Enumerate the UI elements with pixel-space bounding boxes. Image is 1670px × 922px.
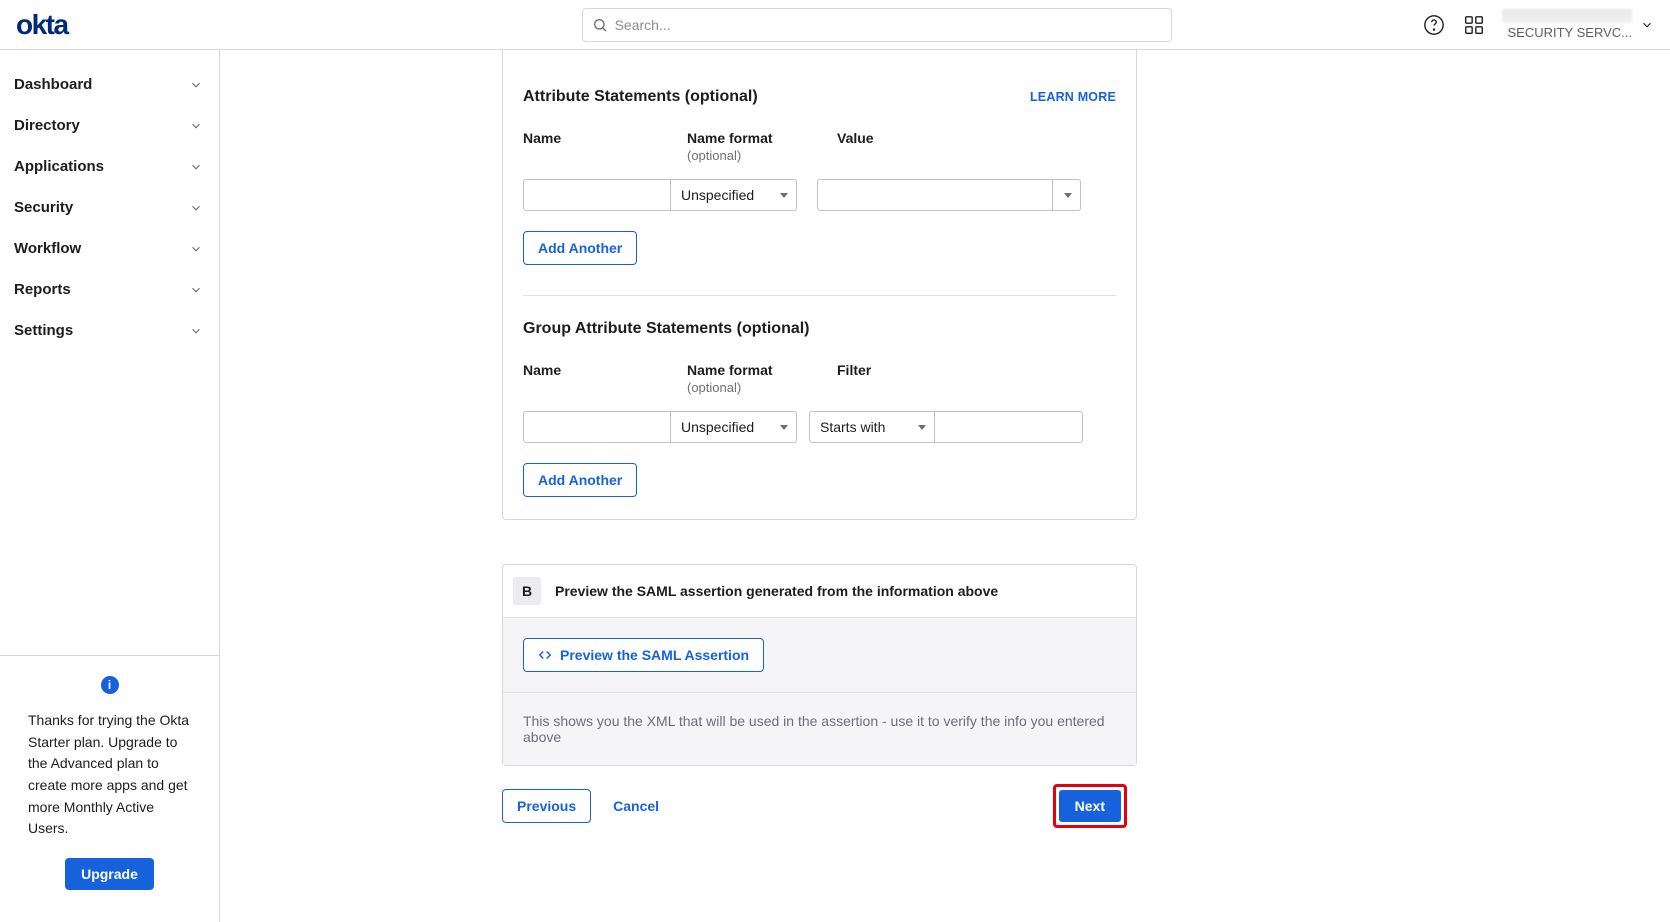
nav-dashboard[interactable]: Dashboard [0, 64, 219, 105]
next-button[interactable]: Next [1059, 790, 1121, 822]
nav-reports[interactable]: Reports [0, 269, 219, 310]
upgrade-panel: i Thanks for trying the Okta Starter pla… [0, 655, 219, 922]
nav-security[interactable]: Security [0, 187, 219, 228]
upgrade-button[interactable]: Upgrade [65, 858, 154, 890]
chevron-down-icon [1640, 18, 1654, 32]
attr-value-input[interactable] [817, 179, 1053, 211]
search-icon [592, 17, 608, 33]
attr-name-label: Name [523, 130, 667, 146]
saml-settings-panel: Attribute Statements (optional) LEARN MO… [502, 50, 1137, 520]
preview-saml-button[interactable]: Preview the SAML Assertion [523, 638, 764, 672]
cancel-link[interactable]: Cancel [613, 798, 659, 814]
attr-format-select[interactable]: Unspecified [671, 179, 797, 211]
nav-settings[interactable]: Settings [0, 310, 219, 351]
attr-format-sub: (optional) [687, 148, 817, 163]
sidebar: Dashboard Directory Applications Securit… [0, 50, 220, 922]
attr-format-label: Name format [687, 130, 817, 146]
nav-applications[interactable]: Applications [0, 146, 219, 187]
next-highlight: Next [1053, 784, 1127, 828]
group-format-label: Name format [687, 362, 817, 378]
previous-button[interactable]: Previous [502, 789, 591, 823]
attr-value-label: Value [837, 130, 1099, 146]
org-name-blurred [1502, 9, 1632, 23]
preview-panel: B Preview the SAML assertion generated f… [502, 564, 1137, 766]
attr-value-dropdown[interactable] [1053, 179, 1081, 211]
help-icon[interactable] [1422, 13, 1446, 37]
preview-help-text: This shows you the XML that will be used… [503, 692, 1136, 765]
group-filter-label: Filter [837, 362, 871, 378]
top-header: okta SECURITY SERVC... [0, 0, 1670, 50]
wizard-footer: Previous Cancel Next [502, 766, 1137, 828]
group-add-another-button[interactable]: Add Another [523, 463, 637, 497]
main-content: Attribute Statements (optional) LEARN MO… [220, 50, 1670, 922]
nav-workflow[interactable]: Workflow [0, 228, 219, 269]
search-input[interactable] [582, 8, 1172, 42]
search-box [582, 8, 1172, 42]
section-b-badge: B [513, 577, 541, 605]
attr-name-input[interactable] [523, 179, 671, 211]
attr-add-another-button[interactable]: Add Another [523, 231, 637, 265]
preview-section-title: Preview the SAML assertion generated fro… [555, 583, 998, 599]
org-menu[interactable]: SECURITY SERVC... [1502, 9, 1654, 40]
group-filter-input[interactable] [935, 411, 1083, 443]
chevron-down-icon [780, 193, 788, 198]
chevron-down-icon [780, 425, 788, 430]
learn-more-link[interactable]: LEARN MORE [1030, 90, 1116, 104]
group-name-input[interactable] [523, 411, 671, 443]
group-format-select[interactable]: Unspecified [671, 411, 797, 443]
chevron-down-icon [1064, 193, 1072, 198]
nav-directory[interactable]: Directory [0, 105, 219, 146]
upgrade-text: Thanks for trying the Okta Starter plan.… [28, 710, 191, 840]
apps-icon[interactable] [1462, 13, 1486, 37]
attr-section-title: Attribute Statements (optional) [523, 88, 758, 106]
okta-logo: okta [16, 9, 68, 41]
group-section-title: Group Attribute Statements (optional) [523, 320, 810, 338]
code-icon [538, 648, 552, 662]
chevron-down-icon [918, 425, 926, 430]
org-subtitle: SECURITY SERVC... [1502, 25, 1632, 40]
group-name-label: Name [523, 362, 667, 378]
group-format-sub: (optional) [687, 380, 817, 395]
info-icon: i [101, 676, 119, 694]
group-filter-select[interactable]: Starts with [809, 411, 935, 443]
